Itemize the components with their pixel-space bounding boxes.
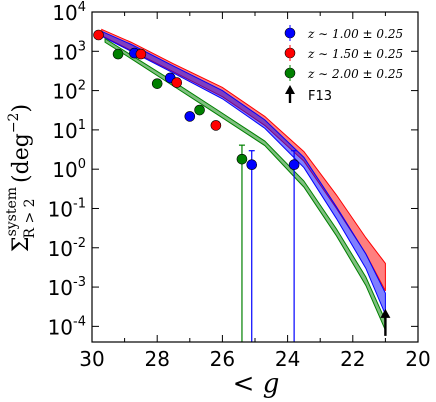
x-tick-label: 24 <box>275 347 300 371</box>
data-point <box>184 111 196 122</box>
y-tick-label: 103 <box>52 39 86 64</box>
y-axis-label-unit-sup: −2 <box>6 113 22 134</box>
model-band <box>104 37 386 331</box>
data-point <box>171 77 183 88</box>
svg-text:ΣR > 2system(deg−2): ΣR > 2system (deg−2) <box>4 104 38 252</box>
y-axis-label: ΣR > 2system (deg−2) <box>4 104 38 252</box>
y-tick-label: 10-1 <box>48 196 86 221</box>
x-tick-label: 26 <box>210 347 235 371</box>
axes-layer: 30 28 26 24 22 20 104 103 102 101 100 10-1 10-2 10-3 1… <box>48 0 431 371</box>
data-point <box>194 104 205 116</box>
y-tick-label: 10-4 <box>48 314 86 339</box>
legend-label: z ∼ 1.00 ± 0.25 <box>307 27 403 41</box>
legend-label: z ∼ 2.00 ± 0.25 <box>307 67 403 81</box>
x-tick-label: 22 <box>340 347 365 371</box>
data-point <box>112 48 124 60</box>
y-axis-label-unit: (deg <box>9 133 34 183</box>
data-point <box>246 159 258 171</box>
y-axis-label-symbol: Σ <box>9 237 34 253</box>
data-point <box>135 48 147 60</box>
data-point <box>288 159 300 171</box>
data-point <box>93 29 104 41</box>
y-tick-label: 100 <box>52 157 86 182</box>
y-axis-label-unit-close: ) <box>9 104 34 113</box>
y-tick-label: 10-3 <box>48 275 86 300</box>
y-axis-label-sub: R > 2 <box>22 198 38 238</box>
y-tick-label: 10-2 <box>48 236 86 261</box>
y-tick-label: 104 <box>52 0 86 25</box>
x-tick-label: 30 <box>79 347 104 371</box>
legend-label: z ∼ 1.50 ± 0.25 <box>307 47 403 61</box>
data-point <box>151 78 163 89</box>
x-axis-label: < g <box>233 369 280 399</box>
data-point <box>236 153 248 165</box>
x-tick-label: 20 <box>405 347 430 371</box>
plot-layer <box>93 28 391 342</box>
y-tick-label: 101 <box>52 118 86 143</box>
legend: z ∼ 1.00 ± 0.25 z ∼ 1.50 ± 0.25 z ∼ 2.00 ±… <box>284 25 403 104</box>
data-point <box>210 120 222 131</box>
y-tick-label: 102 <box>52 79 86 104</box>
legend-label-f13: F13 <box>308 89 332 104</box>
legend-f13-head <box>285 85 295 94</box>
y-axis-label-sup: system <box>4 187 20 236</box>
f13-arrow-head <box>380 308 391 318</box>
x-tick-label: 28 <box>144 347 169 371</box>
